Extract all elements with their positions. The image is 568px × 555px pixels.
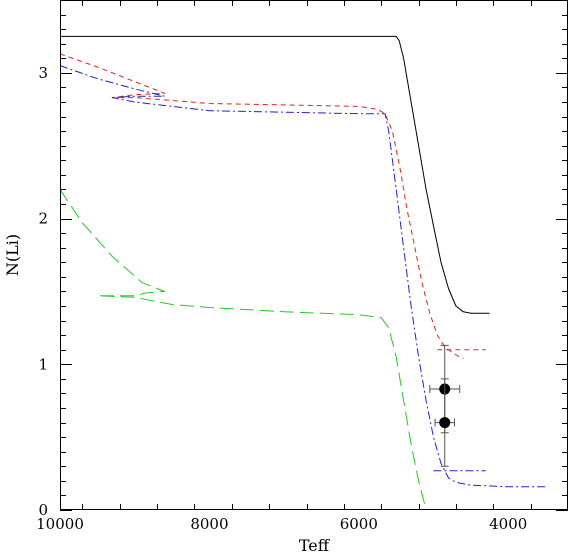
axis-ticks: 10000 8000 6000 4000 0 1 2 3 xyxy=(36,0,568,533)
x-tick-label: 10000 xyxy=(36,515,84,533)
model-curve-4 xyxy=(59,65,546,488)
x-axis-label: Teff xyxy=(299,536,331,555)
x-tick-label: 6000 xyxy=(340,515,378,533)
y-axis-label: N(Li) xyxy=(3,234,22,276)
observations-layer xyxy=(429,344,461,467)
model-curve-1 xyxy=(60,35,490,314)
x-tick-label: 8000 xyxy=(190,515,228,533)
y-tick-label: 1 xyxy=(38,355,48,373)
y-tick-label: 3 xyxy=(38,64,48,82)
model-curve-6 xyxy=(59,189,427,511)
plot-frame xyxy=(60,0,568,510)
y-tick-label: 0 xyxy=(38,501,48,519)
y-tick-label: 2 xyxy=(38,210,48,228)
x-tick-label: 4000 xyxy=(489,515,527,533)
model-curve-2 xyxy=(59,53,464,359)
curves-layer xyxy=(59,35,546,511)
observation-point-2 xyxy=(439,417,451,429)
